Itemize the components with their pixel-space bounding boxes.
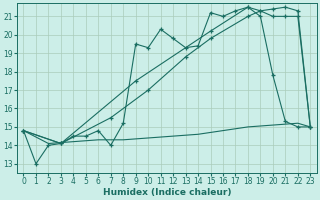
X-axis label: Humidex (Indice chaleur): Humidex (Indice chaleur) xyxy=(103,188,231,197)
